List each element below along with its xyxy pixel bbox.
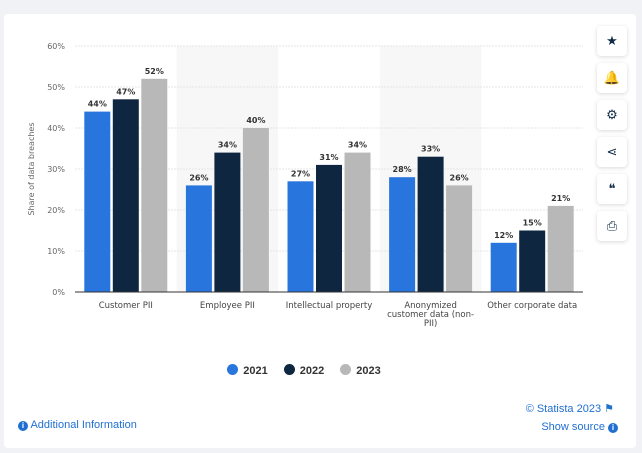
bar xyxy=(185,185,212,292)
bar xyxy=(84,111,111,292)
show-source-link[interactable]: Show source i xyxy=(541,421,618,433)
data-label: 44% xyxy=(88,100,107,109)
bar xyxy=(389,177,416,292)
legend-label: 2021 xyxy=(243,365,268,377)
y-tick-label: 30% xyxy=(47,165,65,174)
data-label: 34% xyxy=(348,141,367,150)
bar xyxy=(214,152,241,292)
bar xyxy=(446,185,473,292)
legend-item-2021[interactable]: 2021 xyxy=(227,364,268,377)
data-label: 27% xyxy=(291,169,310,178)
x-tick-label: PII) xyxy=(424,319,437,329)
y-tick-label: 0% xyxy=(52,288,65,297)
flag-icon: ⚑ xyxy=(604,403,614,415)
x-tick-label: Anonymized xyxy=(404,301,457,311)
legend-marker xyxy=(283,364,295,375)
bell-icon: 🔔 xyxy=(603,70,621,85)
copyright-label: © Statista 2023 xyxy=(525,403,602,415)
x-tick-label: customer data (non- xyxy=(387,310,474,320)
chart-card: 0% 10% 20% 30% 40% 50% 60% Share of data breach… xyxy=(4,14,636,448)
data-label: 12% xyxy=(494,231,513,240)
legend-item-2022[interactable]: 2022 xyxy=(283,364,325,377)
bar xyxy=(344,152,371,292)
legend-marker xyxy=(340,364,352,375)
show-source-label: Show source xyxy=(541,421,605,433)
print-icon: ⎙ xyxy=(606,218,618,233)
y-tick-label: 40% xyxy=(47,124,65,133)
data-label: 47% xyxy=(116,87,135,96)
y-tick-label: 10% xyxy=(47,247,65,256)
additional-information-label: Additional Information xyxy=(30,419,137,431)
bar xyxy=(519,230,546,292)
bar xyxy=(316,164,342,292)
legend-marker xyxy=(227,364,239,375)
quote-icon: ❝ xyxy=(608,181,616,196)
bar xyxy=(141,78,168,292)
gear-button[interactable]: ⚙ xyxy=(597,100,627,130)
bell-button[interactable]: 🔔 xyxy=(597,63,627,93)
bar-chart: 0% 10% 20% 30% 40% 50% 60% Share of data breach… xyxy=(27,42,583,329)
y-tick-label: 20% xyxy=(47,206,65,215)
x-tick-label: Employee PII xyxy=(200,301,255,311)
bar xyxy=(287,181,314,292)
legend-label: 2022 xyxy=(299,365,325,377)
bar xyxy=(112,99,139,292)
bar xyxy=(490,242,517,292)
data-label: 15% xyxy=(523,219,542,228)
gear-icon: ⚙ xyxy=(606,107,618,122)
data-label: 26% xyxy=(450,173,469,182)
legend-item-2023[interactable]: 2023 xyxy=(340,364,381,377)
y-tick-label: 50% xyxy=(47,83,65,92)
legend: 2021 2022 2023 xyxy=(4,364,604,377)
bar xyxy=(242,128,269,292)
additional-information-link[interactable]: i Additional Information xyxy=(18,419,137,431)
share-button[interactable]: ⋖ xyxy=(597,137,627,167)
star-button[interactable]: ★ xyxy=(597,26,627,56)
x-tick-label: Other corporate data xyxy=(487,301,577,311)
data-label: 28% xyxy=(393,165,412,174)
legend-label: 2023 xyxy=(356,365,381,377)
data-label: 33% xyxy=(421,145,440,154)
quote-button[interactable]: ❝ xyxy=(597,174,627,204)
bar xyxy=(417,156,444,292)
copyright-link[interactable]: © Statista 2023 ⚑ xyxy=(526,402,614,415)
data-label: 52% xyxy=(145,67,164,76)
info-icon: i xyxy=(608,423,618,433)
y-axis-label: Share of data breaches xyxy=(27,122,36,215)
info-icon: i xyxy=(18,421,28,431)
data-label: 31% xyxy=(319,153,338,162)
y-tick-label: 60% xyxy=(47,42,65,51)
data-label: 34% xyxy=(218,141,237,150)
x-tick-label: Customer PII xyxy=(99,301,153,311)
x-tick-label: Intellectual property xyxy=(286,301,372,311)
share-icon: ⋖ xyxy=(606,144,618,159)
data-label: 26% xyxy=(189,173,208,182)
star-icon: ★ xyxy=(606,33,618,48)
bar xyxy=(547,205,574,292)
data-label: 40% xyxy=(246,116,265,125)
print-button[interactable]: ⎙ xyxy=(597,211,627,241)
data-label: 21% xyxy=(551,194,570,203)
